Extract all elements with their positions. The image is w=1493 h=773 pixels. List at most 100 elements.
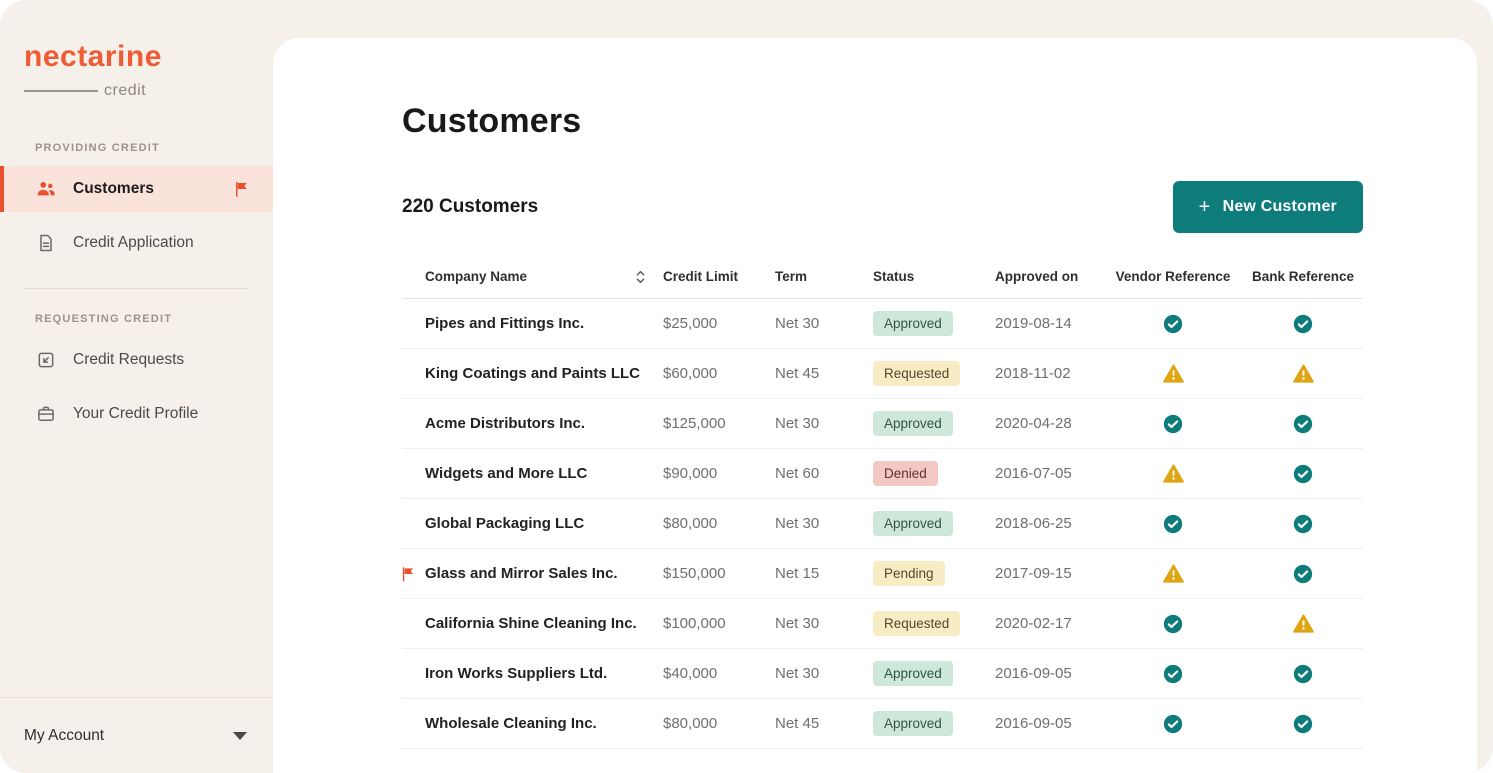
sidebar-item-credit-requests[interactable]: Credit Requests [0,337,273,383]
term-cell: Net 60 [775,465,820,482]
company-name-cell: Glass and Mirror Sales Inc. [402,565,650,582]
status-cell: Requested [860,361,982,386]
logo-line [24,90,98,92]
column-header-label: Company Name [425,269,528,284]
table-header-row: Company Name Credit Limit Term Status Approv… [402,255,1363,299]
verified-check-icon [1293,664,1313,684]
company-name: Wholesale Cleaning Inc. [425,715,597,732]
credit-limit-cell: $80,000 [663,715,718,732]
company-name-cell: California Shine Cleaning Inc. [402,615,650,632]
company-name: Acme Distributors Inc. [425,415,586,432]
company-name: California Shine Cleaning Inc. [425,615,637,632]
status-badge: Pending [873,561,945,586]
status-badge: Approved [873,411,953,436]
verified-check-icon [1163,664,1183,684]
company-name: Global Packaging LLC [425,515,585,532]
customer-row[interactable]: Widgets and More LLC $90,000 Net 60 Denied 2… [402,449,1363,499]
customer-row[interactable]: Wholesale Cleaning Inc. $80,000 Net 45 Appr… [402,699,1363,749]
vendor-reference-cell [1103,514,1243,534]
verified-check-icon [1293,514,1313,534]
status-cell: Approved [860,511,982,536]
company-name: Pipes and Fittings Inc. [425,315,585,332]
customer-row[interactable]: Glass and Mirror Sales Inc. $150,000 Net 1… [402,549,1363,599]
approved-on-cell: 2016-07-05 [995,465,1072,482]
company-name: Widgets and More LLC [425,465,588,482]
bank-reference-cell [1243,614,1363,633]
my-account-menu[interactable]: My Account [0,697,273,773]
credit-limit-cell: $80,000 [663,515,718,532]
term-cell: Net 30 [775,665,820,682]
verified-check-icon [1163,514,1183,534]
customer-row[interactable]: California Shine Cleaning Inc. $100,000 Ne… [402,599,1363,649]
brand-logo: nectarine credit [0,0,273,100]
term-cell: Net 30 [775,415,820,432]
column-header-status: Status [860,269,982,284]
flag-icon [400,565,417,582]
customers-icon [35,178,57,200]
status-badge: Denied [873,461,938,486]
credit-application-icon [35,232,57,254]
brand-sub: credit [104,82,147,99]
company-name: Glass and Mirror Sales Inc. [425,565,618,582]
section-label-requesting-credit: REQUESTING CREDIT [35,313,173,325]
customers-count: 220 Customers [402,196,539,217]
credit-limit-cell: $100,000 [663,615,726,632]
new-customer-button-label: New Customer [1222,198,1337,215]
status-cell: Approved [860,661,982,686]
sort-icon[interactable] [635,269,646,285]
term-cell: Net 30 [775,515,820,532]
column-header-term: Term [762,269,860,284]
status-badge: Approved [873,311,953,336]
sidebar-item-credit-application[interactable]: Credit Application [0,220,273,266]
credit-limit-cell: $150,000 [663,565,726,582]
column-header-label: Credit Limit [663,269,739,284]
column-header-label: Approved on [995,269,1079,284]
column-header-bank-reference: Bank Reference [1243,269,1363,284]
verified-check-icon [1293,714,1313,734]
credit-limit-cell: $25,000 [663,315,718,332]
credit-profile-icon [35,403,57,425]
sidebar: nectarine credit PROVIDING CREDIT Custom… [0,0,273,773]
verified-check-icon [1293,564,1313,584]
customer-row[interactable]: Pipes and Fittings Inc. $25,000 Net 30 Appr… [402,299,1363,349]
approved-on-cell: 2020-02-17 [995,615,1072,632]
column-header-credit-limit: Credit Limit [650,269,762,284]
sidebar-divider [24,288,249,289]
term-cell: Net 30 [775,315,820,332]
bank-reference-cell [1243,714,1363,734]
approved-on-cell: 2017-09-15 [995,565,1072,582]
column-header-label: Term [775,269,808,284]
bank-reference-cell [1243,414,1363,434]
status-badge: Approved [873,661,953,686]
company-name-cell: Global Packaging LLC [402,515,650,532]
sidebar-item-your-credit-profile[interactable]: Your Credit Profile [0,391,273,437]
warning-triangle-icon [1292,364,1314,383]
sidebar-item-customers[interactable]: Customers [0,166,273,212]
toolbar: 220 Customers + New Customer [402,181,1363,233]
company-name-cell: Widgets and More LLC [402,465,650,482]
customer-row[interactable]: King Coatings and Paints LLC $60,000 Net 4… [402,349,1363,399]
status-badge: Approved [873,511,953,536]
status-cell: Denied [860,461,982,486]
customer-row[interactable]: Acme Distributors Inc. $125,000 Net 30 Appr… [402,399,1363,449]
customer-row[interactable]: Global Packaging LLC $80,000 Net 30 Approve… [402,499,1363,549]
column-header-approved-on: Approved on [982,269,1103,284]
vendor-reference-cell [1103,564,1243,583]
customers-table-body: Pipes and Fittings Inc. $25,000 Net 30 Appr… [402,299,1363,749]
warning-triangle-icon [1292,614,1314,633]
term-cell: Net 45 [775,715,820,732]
vendor-reference-cell [1103,664,1243,684]
chevron-down-icon [233,727,247,745]
status-cell: Approved [860,411,982,436]
column-header-company-name[interactable]: Company Name [402,269,650,285]
new-customer-button[interactable]: + New Customer [1172,181,1363,233]
verified-check-icon [1163,714,1183,734]
customer-row[interactable]: Iron Works Suppliers Ltd. $40,000 Net 30 Ap… [402,649,1363,699]
sidebar-item-label: Credit Application [73,234,194,251]
credit-limit-cell: $40,000 [663,665,718,682]
company-name: King Coatings and Paints LLC [425,365,641,382]
sidebar-item-label: Credit Requests [73,351,185,368]
flag-icon [233,180,251,198]
sidebar-item-label: Customers [73,180,154,197]
